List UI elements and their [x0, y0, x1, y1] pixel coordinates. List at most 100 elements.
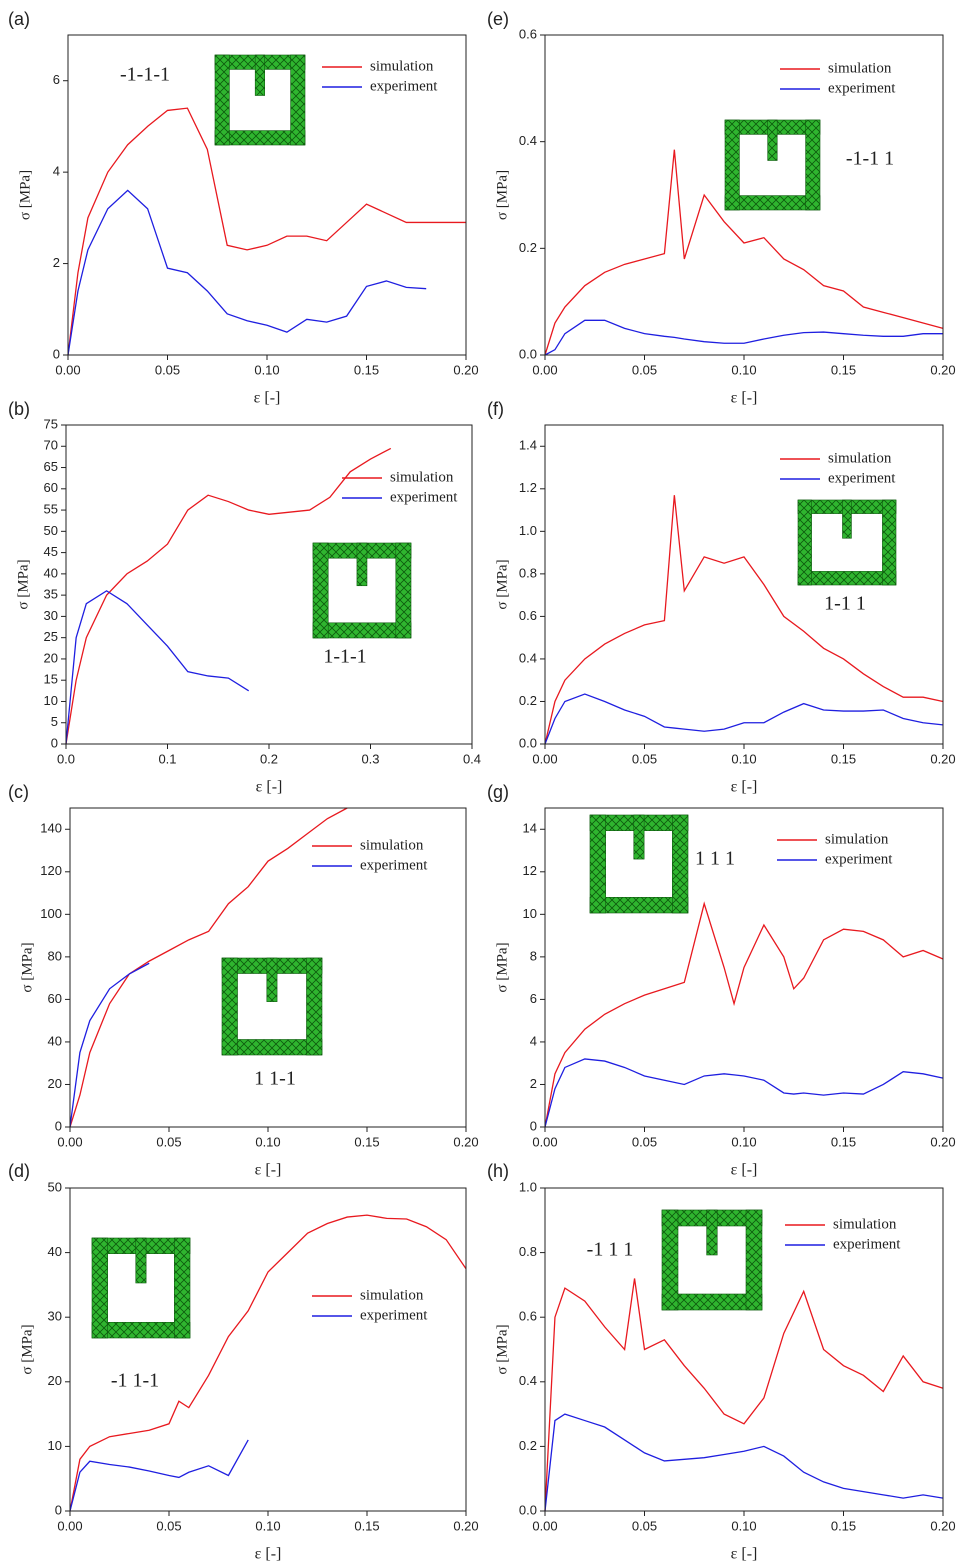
x-tick-label: 0.05: [156, 1518, 181, 1533]
lattice-bar: [842, 500, 851, 538]
panel-label: (a): [8, 9, 30, 29]
data-line: [68, 190, 426, 355]
x-tick-label: 0.05: [632, 1518, 657, 1533]
lattice-icon: [725, 120, 820, 210]
lattice-bar: [306, 958, 322, 1055]
y-tick-label: 4: [530, 1033, 537, 1048]
y-tick-label: 0.6: [519, 608, 537, 623]
lattice-bar: [357, 543, 367, 586]
y-tick-label: 0.2: [519, 240, 537, 255]
panel-label: (g): [487, 782, 509, 802]
x-axis-title: ε [-]: [255, 1546, 282, 1563]
y-tick-label: 6: [53, 72, 60, 87]
x-tick-label: 0.00: [57, 1518, 82, 1533]
lattice-icon: [662, 1210, 762, 1310]
lattice-bar: [92, 1238, 108, 1338]
lattice-bar: [672, 815, 688, 913]
lattice-bar: [725, 120, 739, 210]
x-tick-label: 0.05: [155, 362, 180, 377]
y-tick-label: 20: [48, 1076, 62, 1091]
lattice-bar: [136, 1238, 146, 1283]
x-tick-label: 0.15: [354, 362, 379, 377]
y-tick-label: 10: [48, 1438, 62, 1453]
x-tick-label: 0.05: [632, 1134, 657, 1149]
x-tick-label: 0.00: [532, 751, 557, 766]
x-axis-title: ε [-]: [731, 1546, 758, 1563]
lattice-bar: [746, 1210, 762, 1310]
data-line: [545, 320, 943, 355]
data-line: [545, 1059, 943, 1127]
legend-label: experiment: [370, 78, 438, 94]
lattice-bar: [662, 1210, 678, 1310]
y-tick-label: 65: [44, 459, 58, 474]
y-axis-title: σ [MPa]: [494, 559, 510, 609]
y-tick-label: 30: [44, 608, 58, 623]
x-tick-label: 0.05: [632, 362, 657, 377]
panel-label: (e): [487, 9, 509, 29]
y-tick-label: 10: [44, 693, 58, 708]
lattice-bar: [882, 500, 896, 585]
panel-label: (b): [8, 399, 30, 419]
lattice-icon: [215, 55, 305, 145]
x-tick-label: 0.00: [57, 1134, 82, 1149]
figure: -1-1-1simulationexperiment0.000.050.100.…: [0, 0, 959, 1567]
legend-label: simulation: [828, 60, 892, 76]
data-line: [545, 150, 943, 355]
x-tick-label: 0.15: [354, 1134, 379, 1149]
y-tick-label: 15: [44, 672, 58, 687]
annotation: 1 1 1: [695, 848, 735, 870]
x-tick-label: 0.15: [831, 1518, 856, 1533]
data-line: [70, 963, 149, 1127]
data-line: [545, 1278, 943, 1511]
lattice-icon: [313, 543, 411, 638]
y-tick-label: 2: [530, 1076, 537, 1091]
legend-label: experiment: [390, 489, 458, 505]
annotation: -1-1 1: [846, 148, 894, 170]
lattice-bar: [806, 120, 820, 210]
x-axis-title: ε [-]: [254, 390, 281, 407]
y-tick-label: 10: [523, 906, 537, 921]
x-tick-label: 0.20: [453, 1518, 478, 1533]
y-tick-label: 0.0: [519, 1502, 537, 1517]
y-axis-title: σ [MPa]: [494, 170, 510, 220]
y-tick-label: 40: [44, 565, 58, 580]
legend-label: experiment: [828, 80, 896, 96]
y-tick-label: 60: [48, 991, 62, 1006]
lattice-bar: [768, 120, 778, 161]
y-axis-title: σ [MPa]: [19, 1324, 35, 1374]
y-tick-label: 0: [55, 1502, 62, 1517]
y-tick-label: 0.4: [519, 1373, 537, 1388]
data-line: [545, 694, 943, 744]
y-tick-label: 70: [44, 438, 58, 453]
x-tick-label: 0.20: [930, 1518, 955, 1533]
lattice-icon: [590, 815, 688, 913]
lattice-bar: [291, 55, 305, 145]
legend-label: simulation: [825, 831, 889, 847]
x-axis-title: ε [-]: [731, 779, 758, 796]
x-axis-title: ε [-]: [731, 390, 758, 407]
legend-label: simulation: [828, 450, 892, 466]
x-tick-label: 0.10: [255, 1518, 280, 1533]
y-tick-label: 0.0: [519, 735, 537, 750]
x-tick-label: 0.10: [731, 1518, 756, 1533]
y-tick-label: 1.2: [519, 480, 537, 495]
annotation: 1-1 1: [824, 593, 866, 615]
x-tick-label: 0.20: [930, 1134, 955, 1149]
y-tick-label: 55: [44, 502, 58, 517]
annotation: -1 1 1: [587, 1239, 634, 1261]
y-tick-label: 0.0: [519, 346, 537, 361]
lattice-icon: [222, 958, 322, 1055]
plot-frame: [70, 1188, 466, 1511]
y-tick-label: 0.4: [519, 133, 537, 148]
annotation: -1 1-1: [111, 1370, 159, 1392]
y-tick-label: 5: [51, 714, 58, 729]
x-tick-label: 0.1: [158, 751, 176, 766]
lattice-bar: [590, 815, 606, 913]
y-tick-label: 100: [40, 906, 62, 921]
x-tick-label: 0.05: [156, 1134, 181, 1149]
x-axis-title: ε [-]: [255, 1162, 282, 1179]
y-tick-label: 45: [44, 544, 58, 559]
legend-label: simulation: [360, 837, 424, 853]
lattice-bar: [634, 815, 644, 859]
y-tick-label: 0.2: [519, 693, 537, 708]
